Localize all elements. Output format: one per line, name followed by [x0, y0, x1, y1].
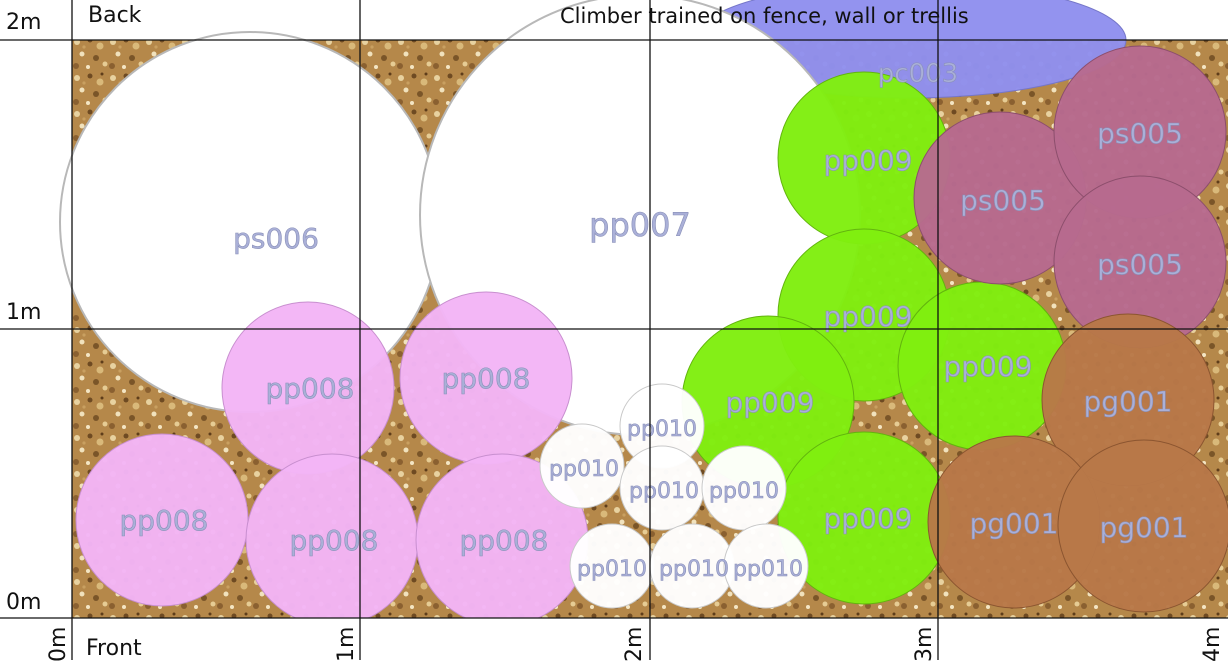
- plant-label: pp010: [549, 457, 619, 482]
- plant-label: ps006: [233, 222, 319, 255]
- plant-label: pp007: [589, 206, 691, 244]
- y-tick-0m: 0m: [6, 590, 42, 615]
- plant-pg001: [1057, 439, 1228, 613]
- front-label: Front: [86, 636, 142, 661]
- plant-label: pp010: [577, 557, 647, 582]
- plant-pp010: [539, 423, 625, 509]
- plant-circle: [539, 423, 625, 509]
- back-label: Back: [88, 3, 142, 28]
- plant-label: pp010: [627, 417, 697, 442]
- plant-label: ps005: [960, 184, 1046, 217]
- plant-label: pp009: [824, 144, 913, 177]
- chart-title: Climber trained on fence, wall or trelli…: [560, 4, 969, 28]
- plant-label: pg001: [1100, 511, 1189, 544]
- plant-label: pp009: [944, 350, 1033, 383]
- y-tick-1m: 1m: [6, 300, 42, 325]
- plant-circle: [723, 523, 809, 609]
- plant-label: pg001: [970, 507, 1059, 540]
- x-tick-1m: 1m: [334, 626, 359, 662]
- plant-label: pp008: [266, 372, 355, 405]
- plant-label: pp008: [442, 362, 531, 395]
- plant-label: pp009: [824, 502, 913, 535]
- plant-label: pc003: [878, 59, 958, 89]
- x-tick-3m: 3m: [912, 626, 937, 662]
- x-tick-4m: 4m: [1200, 626, 1225, 662]
- plant-label: pp009: [726, 386, 815, 419]
- plant-label: pp010: [733, 557, 803, 582]
- plant-label: pg001: [1084, 385, 1173, 418]
- x-tick-2m: 2m: [622, 626, 647, 662]
- plant-label: ps005: [1097, 117, 1183, 150]
- plant-label: pp009: [824, 300, 913, 333]
- plant-label: pp008: [120, 504, 209, 537]
- x-tick-0m: 0m: [46, 626, 71, 662]
- y-tick-2m: 2m: [6, 10, 42, 35]
- plant-label: ps005: [1097, 248, 1183, 281]
- plant-label: pp010: [709, 479, 779, 504]
- plant-pp010: [723, 523, 809, 609]
- plant-circle: [1057, 439, 1228, 613]
- plant-label: pp008: [290, 524, 379, 557]
- plant-label: pp010: [629, 479, 699, 504]
- plant-label: pp008: [460, 524, 549, 557]
- plant-label: pp010: [659, 557, 729, 582]
